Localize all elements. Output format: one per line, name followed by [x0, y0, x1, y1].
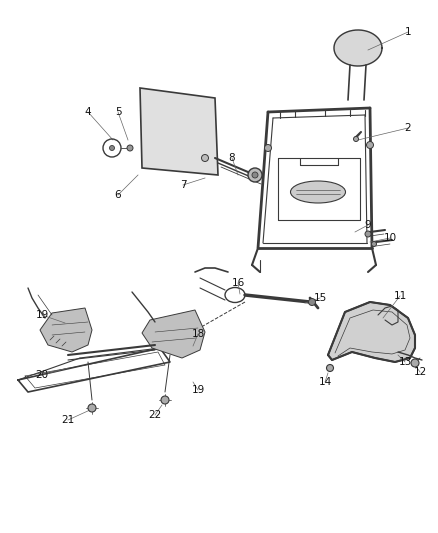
Ellipse shape	[110, 146, 114, 150]
Text: 19: 19	[35, 310, 49, 320]
Polygon shape	[142, 310, 205, 358]
Ellipse shape	[88, 404, 96, 412]
Ellipse shape	[326, 365, 333, 372]
Ellipse shape	[252, 172, 258, 178]
Text: 6: 6	[115, 190, 121, 200]
Text: 4: 4	[85, 107, 91, 117]
Ellipse shape	[265, 144, 272, 151]
Text: 8: 8	[229, 153, 235, 163]
Ellipse shape	[290, 181, 346, 203]
Text: 15: 15	[313, 293, 327, 303]
Ellipse shape	[367, 141, 374, 149]
Text: 16: 16	[231, 278, 245, 288]
Text: 19: 19	[191, 385, 205, 395]
Ellipse shape	[353, 136, 358, 141]
Text: 14: 14	[318, 377, 332, 387]
Ellipse shape	[308, 298, 315, 305]
Ellipse shape	[161, 396, 169, 404]
Ellipse shape	[411, 359, 419, 367]
Polygon shape	[40, 308, 92, 352]
Text: 5: 5	[115, 107, 121, 117]
Text: 21: 21	[61, 415, 74, 425]
Text: 9: 9	[365, 220, 371, 230]
Text: 2: 2	[405, 123, 411, 133]
Polygon shape	[334, 30, 382, 66]
Ellipse shape	[248, 168, 262, 182]
Ellipse shape	[371, 241, 377, 246]
Ellipse shape	[201, 155, 208, 161]
Text: 20: 20	[35, 370, 49, 380]
Text: 11: 11	[393, 291, 406, 301]
Ellipse shape	[365, 231, 371, 237]
Text: 7: 7	[180, 180, 186, 190]
Text: 18: 18	[191, 329, 205, 339]
Text: 13: 13	[399, 357, 412, 367]
Text: 10: 10	[383, 233, 396, 243]
Ellipse shape	[127, 145, 133, 151]
Polygon shape	[140, 88, 218, 175]
Text: 22: 22	[148, 410, 162, 420]
Text: 1: 1	[405, 27, 411, 37]
Polygon shape	[328, 302, 415, 362]
Text: 12: 12	[413, 367, 427, 377]
